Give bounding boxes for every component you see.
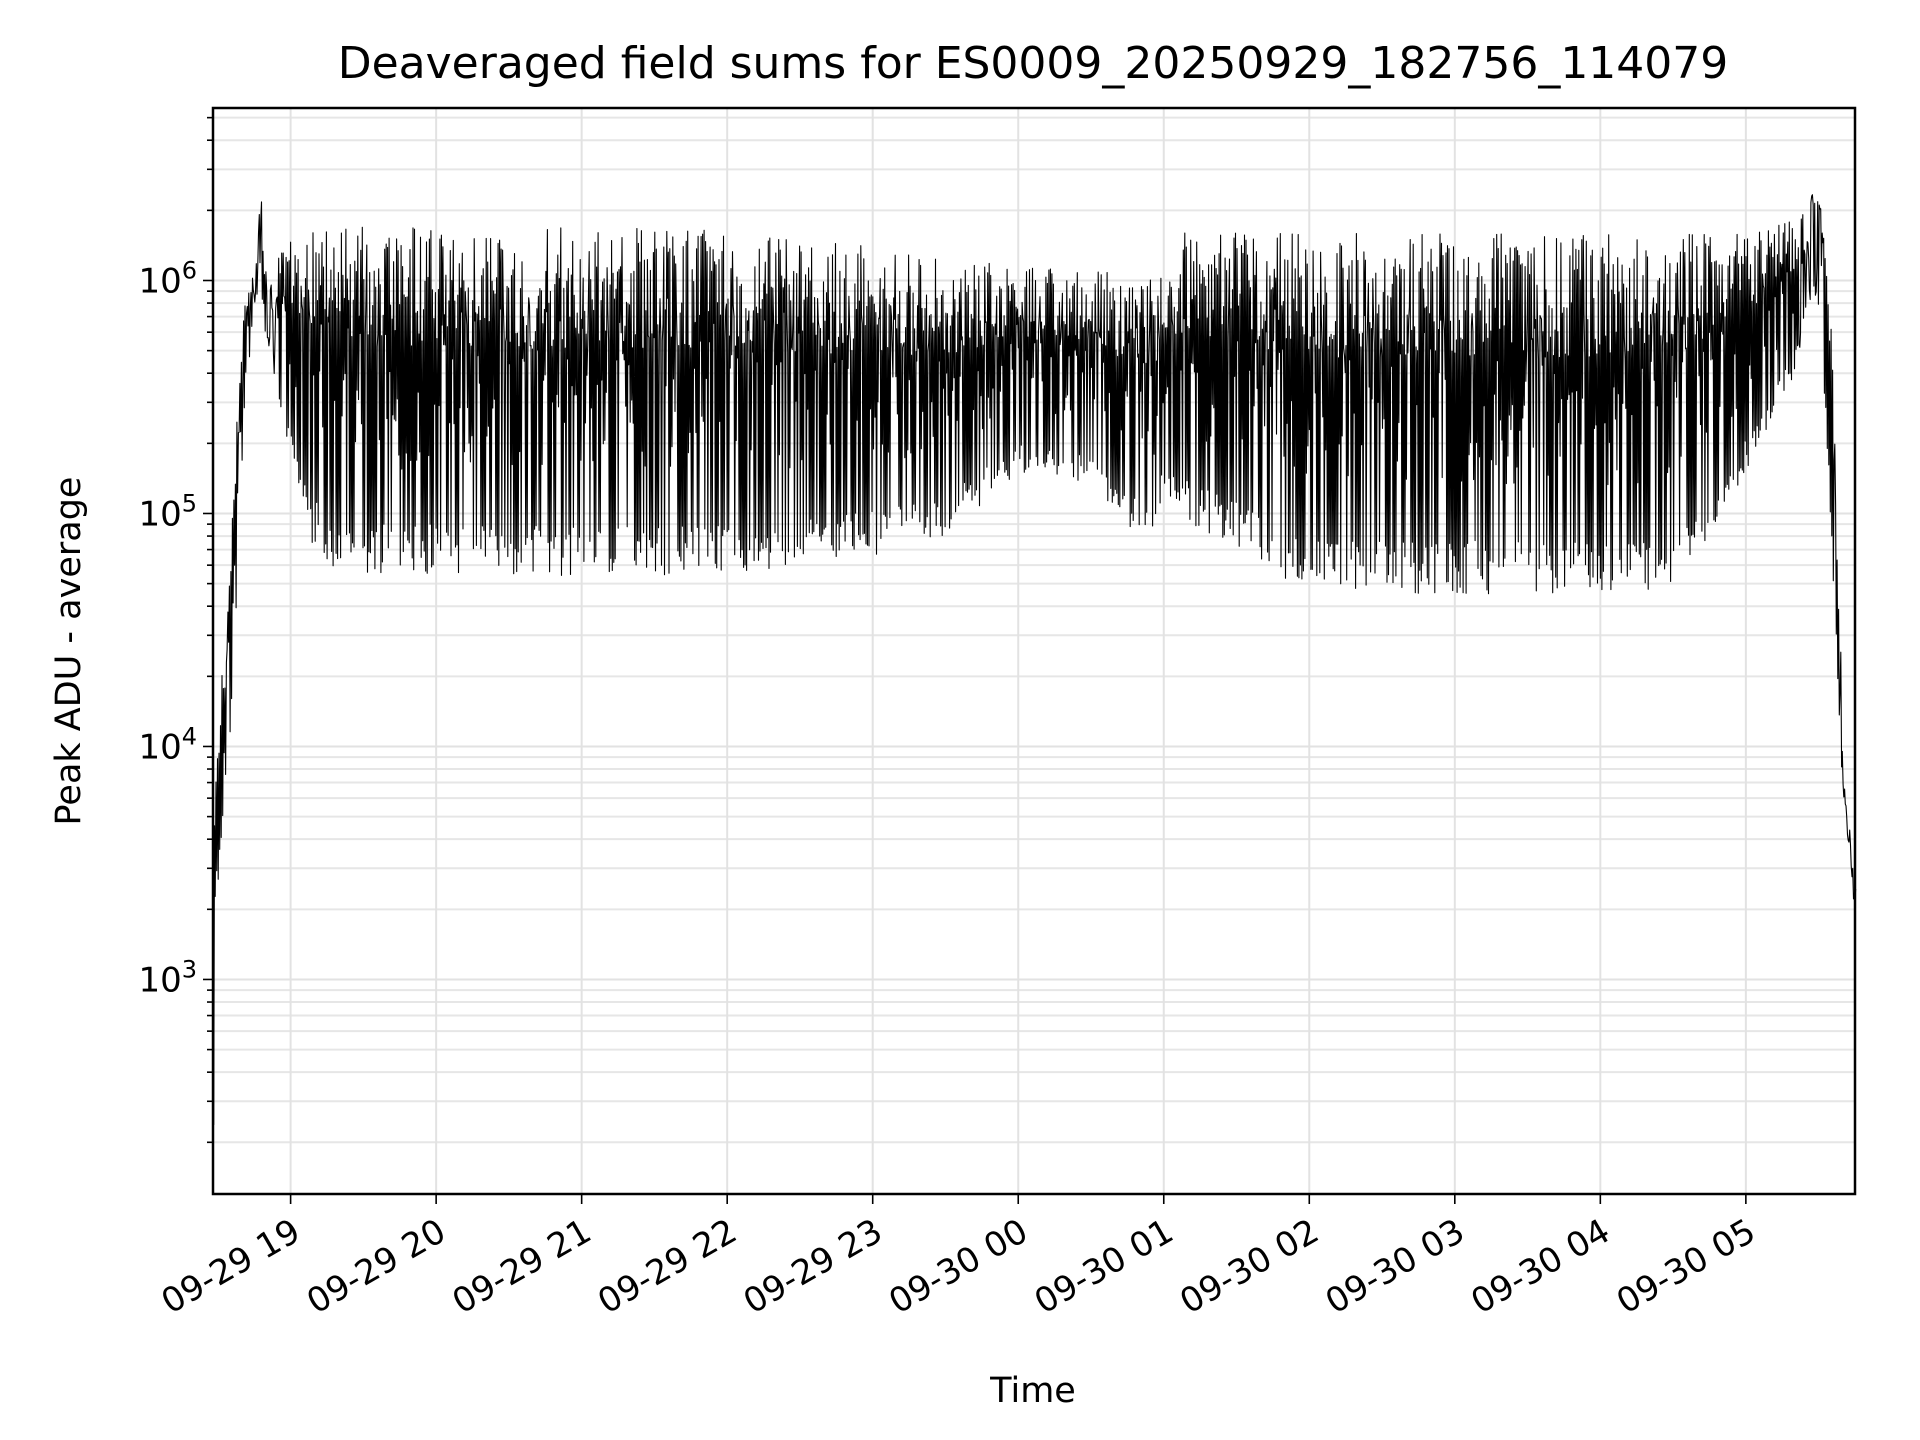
y-tick-label: 104 bbox=[138, 722, 197, 767]
y-tick-label: 103 bbox=[138, 955, 197, 1000]
y-axis: 103 104 105 106 bbox=[138, 116, 213, 1144]
y-tick-label: 105 bbox=[138, 489, 197, 534]
y-axis-label: Peak ADU - average bbox=[49, 477, 89, 826]
plot-frame bbox=[211, 106, 1857, 1196]
chart-title: Deaveraged field sums for ES0009_2025092… bbox=[338, 38, 1729, 89]
y-tick-label: 106 bbox=[138, 256, 197, 301]
x-axis-label: Time bbox=[989, 1371, 1076, 1411]
series-line bbox=[212, 194, 1857, 1126]
